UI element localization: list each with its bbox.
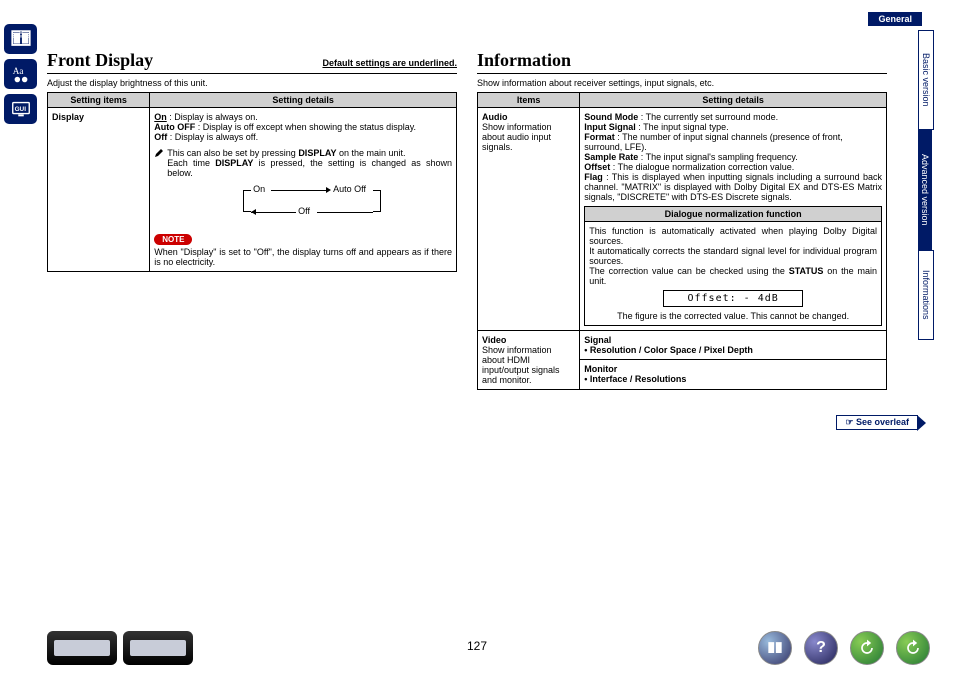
- th-items: Items: [478, 93, 580, 108]
- nav-icon-gui[interactable]: GUI: [4, 94, 37, 124]
- nav-next-button[interactable]: [896, 631, 930, 665]
- pencil-icon: [154, 148, 164, 158]
- nav-help-button[interactable]: ?: [804, 631, 838, 665]
- cell-audio-details: Sound Mode : The currently set surround …: [580, 108, 887, 331]
- front-display-intro: Adjust the display brightness of this un…: [47, 78, 457, 88]
- video-label: Video: [482, 335, 506, 345]
- offset: Offset: [584, 162, 610, 172]
- nav-contents-button[interactable]: [758, 631, 792, 665]
- dialogue-norm-box: Dialogue normalization function This fun…: [584, 206, 882, 326]
- tab-informations[interactable]: Informations: [918, 250, 934, 340]
- device-front-button[interactable]: [47, 631, 117, 665]
- tab-basic-version[interactable]: Basic version: [918, 30, 934, 130]
- opt-on: On: [154, 112, 167, 122]
- format-d: : The number of input signal channels (p…: [584, 132, 842, 152]
- cell-video-details: Signal • Resolution / Color Space / Pixe…: [580, 331, 887, 390]
- th-setting-details: Setting details: [150, 93, 457, 108]
- monitor-bullets: • Interface / Resolutions: [584, 374, 882, 384]
- see-overleaf-link[interactable]: ☞ See overleaf: [836, 415, 918, 430]
- cell-display-details: On : Display is always on. Auto OFF : Di…: [150, 108, 457, 272]
- tab-advanced-version[interactable]: Advanced version: [918, 130, 932, 250]
- video-desc: Show information about HDMI input/output…: [482, 345, 560, 385]
- dnorm-title: Dialogue normalization function: [585, 207, 881, 222]
- monitor-label: Monitor: [584, 364, 882, 374]
- format: Format: [584, 132, 615, 142]
- device-rear-button[interactable]: [123, 631, 193, 665]
- tip-bold-2: DISPLAY: [215, 158, 253, 168]
- cell-audio-item: Audio Show information about audio input…: [478, 108, 580, 331]
- diag-auto-off: Auto Off: [333, 184, 366, 194]
- tip-bold-1: DISPLAY: [298, 148, 336, 158]
- signal-bullets: • Resolution / Color Space / Pixel Depth: [584, 345, 882, 355]
- flag: Flag: [584, 172, 603, 182]
- sound-mode-d: : The currently set surround mode.: [638, 112, 778, 122]
- offset-d: : The dialogue normalization correction …: [610, 162, 794, 172]
- input-signal: Input Signal: [584, 122, 636, 132]
- offset-display: Offset: - 4dB: [663, 290, 803, 307]
- dnorm-p2: It automatically corrects the standard s…: [589, 246, 877, 266]
- note-text: When "Display" is set to "Off", the disp…: [154, 247, 452, 267]
- sound-mode: Sound Mode: [584, 112, 638, 122]
- cell-video-item: Video Show information about HDMI input/…: [478, 331, 580, 390]
- note-badge: NOTE: [154, 234, 192, 245]
- opt-auto-off: Auto OFF: [154, 122, 195, 132]
- flag-d: : This is displayed when inputting signa…: [584, 172, 882, 202]
- dnorm-p4: The figure is the corrected value. This …: [589, 311, 877, 321]
- tip-text-2: on the main unit.: [337, 148, 406, 158]
- diag-on: On: [253, 184, 265, 194]
- input-signal-d: : The input signal type.: [636, 122, 729, 132]
- opt-on-desc: : Display is always on.: [167, 112, 258, 122]
- dnorm-p3b: STATUS: [789, 266, 824, 276]
- opt-off: Off: [154, 132, 167, 142]
- tip-text-3: Each time: [167, 158, 215, 168]
- page-number: 127: [467, 639, 487, 653]
- sample-rate-d: : The input signal's sampling frequency.: [638, 152, 797, 162]
- nav-icon-index[interactable]: Aa: [4, 59, 37, 89]
- th-setting-details-2: Setting details: [580, 93, 887, 108]
- dnorm-p3a: The correction value can be checked usin…: [589, 266, 788, 276]
- audio-desc: Show information about audio input signa…: [482, 122, 552, 152]
- information-intro: Show information about receiver settings…: [477, 78, 887, 88]
- dnorm-p1: This function is automatically activated…: [589, 226, 877, 246]
- svg-text:GUI: GUI: [14, 106, 26, 113]
- default-settings-note: Default settings are underlined.: [322, 58, 457, 68]
- opt-off-desc: : Display is always off.: [167, 132, 258, 142]
- tip-text-1: This can also be set by pressing: [167, 148, 298, 158]
- cell-display-item: Display: [48, 108, 150, 272]
- svg-text:Aa: Aa: [12, 66, 23, 76]
- information-table: Items Setting details Audio Show informa…: [477, 92, 887, 390]
- th-setting-items: Setting items: [48, 93, 150, 108]
- audio-label: Audio: [482, 112, 508, 122]
- state-diagram: On Auto Off Off: [213, 184, 393, 224]
- nav-icon-contents[interactable]: [4, 24, 37, 54]
- signal-label: Signal: [584, 335, 882, 345]
- front-display-table: Setting items Setting details Display On…: [47, 92, 457, 272]
- sample-rate: Sample Rate: [584, 152, 638, 162]
- heading-information: Information: [477, 50, 887, 74]
- opt-auto-off-desc: : Display is off except when showing the…: [195, 122, 416, 132]
- nav-prev-button[interactable]: [850, 631, 884, 665]
- diag-off: Off: [298, 206, 310, 216]
